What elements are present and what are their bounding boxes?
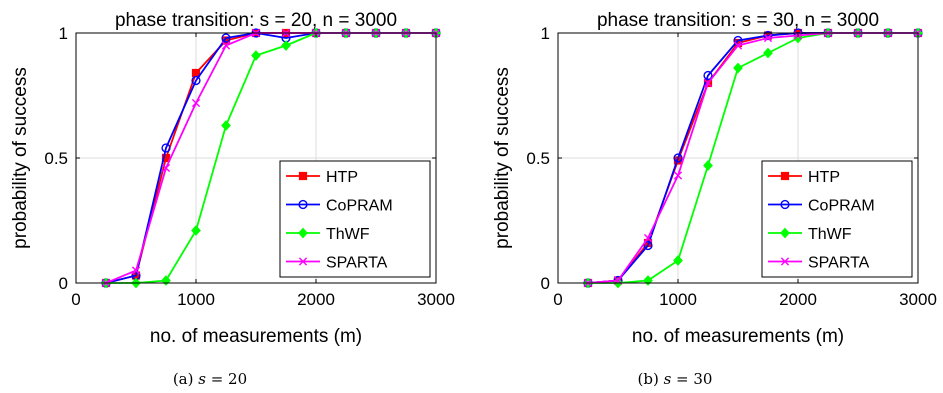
x-tick-label: 1000 [659,290,697,309]
y-tick-label: 0 [59,274,68,293]
x-tick-label: 1000 [177,290,215,309]
x-tick-label: 2000 [297,290,335,309]
legend-label: CoPRAM [326,198,393,215]
data-point [703,70,713,81]
legend-marker [780,227,790,239]
data-point [161,153,171,163]
legend-entry-thwf: ThWF [286,226,370,243]
data-point [673,153,683,163]
data-point [703,78,713,88]
legend-entry-htp: HTP [768,169,840,186]
chart-title: phase transition: s = 20, n = 3000 [115,10,397,31]
legend-marker [298,199,308,210]
data-point [703,160,713,171]
data-point [733,41,743,50]
data-point [733,35,743,46]
legend-box [279,160,431,278]
legend-marker [298,171,308,181]
y-tick-label: 0.5 [526,149,550,168]
data-point [191,225,201,236]
data-point [673,171,683,180]
x-axis-label: no. of measurements (m) [632,326,844,347]
data-point [733,62,743,74]
legend-entry-thwf: ThWF [768,226,852,243]
figure-caption: (b) s = 30 [638,370,713,388]
y-axis-label: probability of success [492,67,513,249]
x-tick-label: 3000 [899,290,937,309]
x-tick-label: 0 [71,290,80,309]
data-point [161,163,171,173]
caption-variable: s [664,370,672,388]
data-point [221,120,231,131]
legend-label: CoPRAM [808,198,875,215]
y-tick-label: 1 [541,24,550,43]
legend-box [761,160,913,278]
data-point [191,75,201,86]
caption-label: (b) [638,370,664,388]
chart-panel-b: 0 1000 2000 3000 0 0.5 1 phase transition: s = … [492,10,937,388]
data-point [643,240,653,251]
legend-marker [780,171,790,181]
legend-entry-sparta: SPARTA [286,255,388,272]
data-point [251,50,261,61]
legend-entry-htp: HTP [286,169,358,186]
data-point [643,233,653,243]
x-tick-label: 3000 [417,290,455,309]
legend-marker [780,257,790,266]
x-tick-label: 0 [553,290,562,309]
figure-caption: (a) s = 20 [173,370,247,388]
data-point [131,266,141,275]
legend-label: SPARTA [808,255,870,272]
y-tick-label: 0 [541,274,550,293]
data-point [763,47,773,59]
y-tick-label: 0.5 [44,149,68,168]
legend-entry-copram: CoPRAM [286,198,393,215]
legend-label: HTP [808,169,840,186]
chart-panel-a: 0 1000 2000 3000 0 0.5 1 phase transition: s = … [10,10,455,388]
data-point [673,255,683,266]
caption-value: = 30 [671,370,712,388]
data-point [161,143,171,153]
data-point [221,33,231,43]
caption-label: (a) [173,370,198,388]
legend: HTP CoPRAM ThWF SPARTA [279,160,431,278]
caption-value: = 20 [206,370,247,388]
legend-entry-copram: CoPRAM [768,198,875,215]
legend-label: ThWF [808,226,852,243]
legend-entry-sparta: SPARTA [768,255,870,272]
x-axis-label: no. of measurements (m) [150,326,362,347]
legend-label: ThWF [326,226,370,243]
data-point [281,40,291,51]
data-point [221,41,231,50]
legend-marker [298,257,308,266]
data-point [763,30,773,41]
y-tick-label: 1 [59,24,68,43]
data-point [191,98,201,108]
legend-label: SPARTA [326,255,388,272]
x-tick-label: 2000 [779,290,817,309]
chart-title: phase transition: s = 30, n = 3000 [597,10,879,31]
caption-variable: s [198,370,206,388]
legend-marker [780,199,790,210]
legend-marker [298,227,308,239]
y-axis-label: probability of success [10,67,31,249]
legend: HTP CoPRAM ThWF SPARTA [761,160,913,278]
data-point [763,33,773,43]
legend-label: HTP [326,169,358,186]
